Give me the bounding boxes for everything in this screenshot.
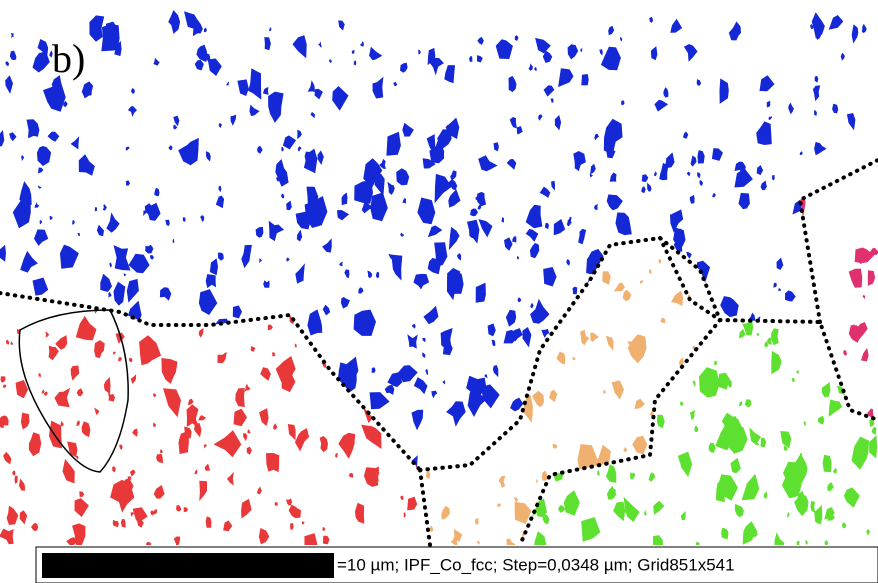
ebsd-map: b) =10 µm; IPF_Co_fcc; Step=0,0348 µm; G…: [0, 0, 878, 583]
particle: [581, 74, 588, 85]
scale-bar: [42, 553, 334, 578]
particle: [266, 453, 279, 472]
page: b) =10 µm; IPF_Co_fcc; Step=0,0348 µm; G…: [0, 0, 878, 583]
particle: [573, 287, 578, 295]
scale-caption: =10 µm; IPF_Co_fcc; Step=0,0348 µm; Grid…: [337, 555, 735, 574]
panel-label: b): [52, 36, 85, 81]
